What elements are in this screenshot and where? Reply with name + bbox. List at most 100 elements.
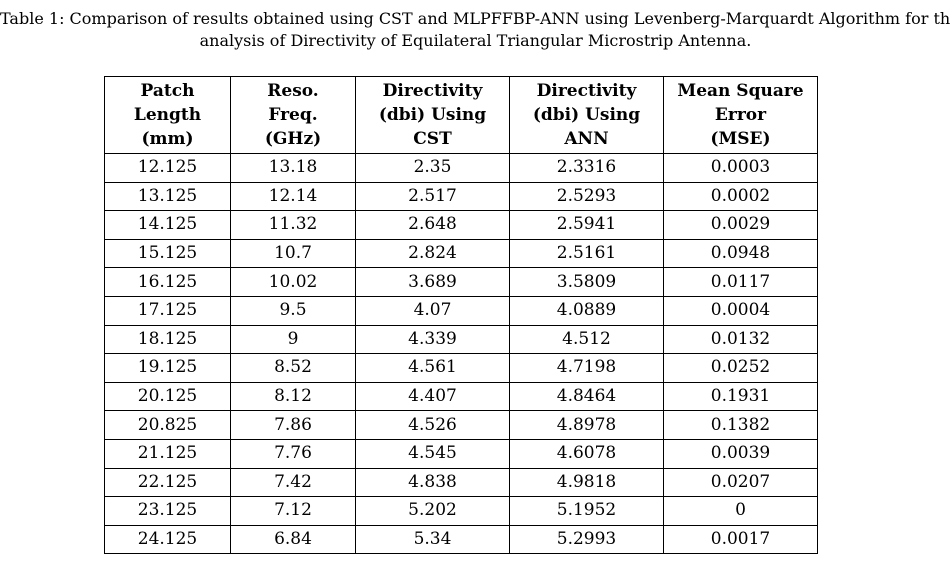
- cell-patch-length: 16.125: [104, 267, 231, 297]
- cell-patch-length: 12.125: [104, 153, 231, 183]
- cell-patch-length: 22.125: [104, 467, 231, 498]
- cell-directivity-cst: 4.07: [355, 295, 510, 326]
- table-row: 19.125 8.52 4.561 4.7198 0.0252: [104, 353, 818, 383]
- cell-directivity-cst: 4.339: [355, 324, 510, 355]
- cell-mse: 0.0002: [663, 181, 818, 212]
- table-row: 20.125 8.12 4.407 4.8464 0.1931: [104, 381, 818, 412]
- table-row: 16.125 10.02 3.689 3.5809 0.0117: [104, 267, 818, 297]
- cell-mse: 0.0017: [663, 524, 818, 555]
- cell-directivity-cst: 2.648: [355, 210, 510, 240]
- header-text: Mean Square: [677, 81, 804, 101]
- cell-directivity-ann: 4.9818: [509, 467, 664, 498]
- cell-mse: 0.1931: [663, 381, 818, 412]
- cell-directivity-ann: 5.1952: [509, 496, 664, 526]
- cell-directivity-cst: 3.689: [355, 267, 510, 297]
- cell-mse: 0.0207: [663, 467, 818, 498]
- cell-reso-freq: 13.18: [230, 153, 356, 183]
- cell-mse: 0.0948: [663, 238, 818, 269]
- cell-directivity-cst: 4.838: [355, 467, 510, 498]
- cell-patch-length: 20.125: [104, 381, 231, 412]
- cell-mse: 0.0117: [663, 267, 818, 297]
- cell-directivity-cst: 5.34: [355, 524, 510, 555]
- cell-directivity-ann: 4.7198: [509, 353, 664, 383]
- cell-reso-freq: 11.32: [230, 210, 356, 240]
- header-text: CST: [413, 129, 452, 149]
- header-text: (GHz): [264, 129, 322, 149]
- cell-directivity-ann: 4.0889: [509, 295, 664, 326]
- cell-patch-length: 15.125: [104, 238, 231, 269]
- header-text: Length: [133, 105, 202, 125]
- table-row: 20.825 7.86 4.526 4.8978 0.1382: [104, 410, 818, 440]
- table-row: 23.125 7.12 5.202 5.1952 0: [104, 496, 818, 526]
- cell-mse: 0.1382: [663, 410, 818, 440]
- cell-reso-freq: 7.12: [230, 496, 356, 526]
- table-row: 15.125 10.7 2.824 2.5161 0.0948: [104, 238, 818, 269]
- cell-reso-freq: 7.86: [230, 410, 356, 440]
- cell-mse: 0.0004: [663, 295, 818, 326]
- cell-directivity-ann: 5.2993: [509, 524, 664, 555]
- table-row: 13.125 12.14 2.517 2.5293 0.0002: [104, 181, 818, 212]
- cell-patch-length: 19.125: [104, 353, 231, 383]
- cell-reso-freq: 12.14: [230, 181, 356, 212]
- cell-reso-freq: 7.76: [230, 438, 356, 469]
- table-row: 17.125 9.5 4.07 4.0889 0.0004: [104, 295, 818, 326]
- cell-patch-length: 17.125: [104, 295, 231, 326]
- caption-line-2: analysis of Directivity of Equilateral T…: [199, 31, 752, 50]
- cell-directivity-cst: 2.824: [355, 238, 510, 269]
- header-text: (dbi) Using: [532, 105, 641, 125]
- cell-directivity-cst: 2.517: [355, 181, 510, 212]
- table-row: 14.125 11.32 2.648 2.5941 0.0029: [104, 210, 818, 240]
- header-directivity-ann: Directivity (dbi) Using ANN: [509, 76, 664, 154]
- cell-directivity-ann: 2.5293: [509, 181, 664, 212]
- cell-patch-length: 23.125: [104, 496, 231, 526]
- header-row: Patch Length (mm) Reso. Freq. (GHz) Dire…: [104, 76, 818, 154]
- cell-reso-freq: 10.02: [230, 267, 356, 297]
- cell-mse: 0.0132: [663, 324, 818, 355]
- header-text: ANN: [564, 129, 609, 149]
- caption-line-1: Table 1: Comparison of results obtained …: [0, 9, 951, 28]
- header-patch-length: Patch Length (mm): [104, 76, 231, 154]
- cell-reso-freq: 9: [230, 324, 356, 355]
- cell-reso-freq: 6.84: [230, 524, 356, 555]
- cell-reso-freq: 8.12: [230, 381, 356, 412]
- results-table: Patch Length (mm) Reso. Freq. (GHz) Dire…: [104, 76, 818, 555]
- header-text: Error: [714, 105, 767, 125]
- cell-patch-length: 18.125: [104, 324, 231, 355]
- cell-reso-freq: 8.52: [230, 353, 356, 383]
- header-text: (dbi) Using: [378, 105, 487, 125]
- cell-mse: 0.0039: [663, 438, 818, 469]
- cell-directivity-ann: 2.3316: [509, 153, 664, 183]
- cell-mse: 0: [663, 496, 818, 526]
- cell-patch-length: 13.125: [104, 181, 231, 212]
- cell-reso-freq: 7.42: [230, 467, 356, 498]
- cell-patch-length: 14.125: [104, 210, 231, 240]
- table-row: 24.125 6.84 5.34 5.2993 0.0017: [104, 524, 818, 555]
- cell-mse: 0.0003: [663, 153, 818, 183]
- cell-mse: 0.0029: [663, 210, 818, 240]
- cell-patch-length: 21.125: [104, 438, 231, 469]
- table-row: 22.125 7.42 4.838 4.9818 0.0207: [104, 467, 818, 498]
- cell-directivity-cst: 2.35: [355, 153, 510, 183]
- header-text: (MSE): [710, 129, 771, 149]
- cell-directivity-cst: 5.202: [355, 496, 510, 526]
- table-row: 21.125 7.76 4.545 4.6078 0.0039: [104, 438, 818, 469]
- header-reso-freq: Reso. Freq. (GHz): [230, 76, 356, 154]
- cell-directivity-ann: 4.8978: [509, 410, 664, 440]
- table-row: 18.125 9 4.339 4.512 0.0132: [104, 324, 818, 355]
- cell-directivity-ann: 4.8464: [509, 381, 664, 412]
- header-text: Directivity: [382, 81, 483, 101]
- table-caption: Table 1: Comparison of results obtained …: [0, 8, 951, 52]
- cell-directivity-ann: 4.512: [509, 324, 664, 355]
- cell-reso-freq: 10.7: [230, 238, 356, 269]
- cell-directivity-cst: 4.561: [355, 353, 510, 383]
- cell-directivity-ann: 2.5941: [509, 210, 664, 240]
- header-text: Reso.: [267, 81, 319, 101]
- cell-patch-length: 24.125: [104, 524, 231, 555]
- cell-directivity-ann: 2.5161: [509, 238, 664, 269]
- header-text: Patch: [140, 81, 195, 101]
- header-text: Directivity: [536, 81, 637, 101]
- header-directivity-cst: Directivity (dbi) Using CST: [355, 76, 510, 154]
- cell-patch-length: 20.825: [104, 410, 231, 440]
- header-text: (mm): [141, 129, 194, 149]
- cell-directivity-ann: 4.6078: [509, 438, 664, 469]
